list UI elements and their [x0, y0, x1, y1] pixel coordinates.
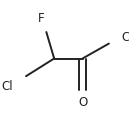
- Text: Cl: Cl: [121, 31, 129, 44]
- Text: F: F: [38, 12, 45, 25]
- Text: O: O: [78, 96, 87, 110]
- Text: Cl: Cl: [1, 80, 13, 93]
